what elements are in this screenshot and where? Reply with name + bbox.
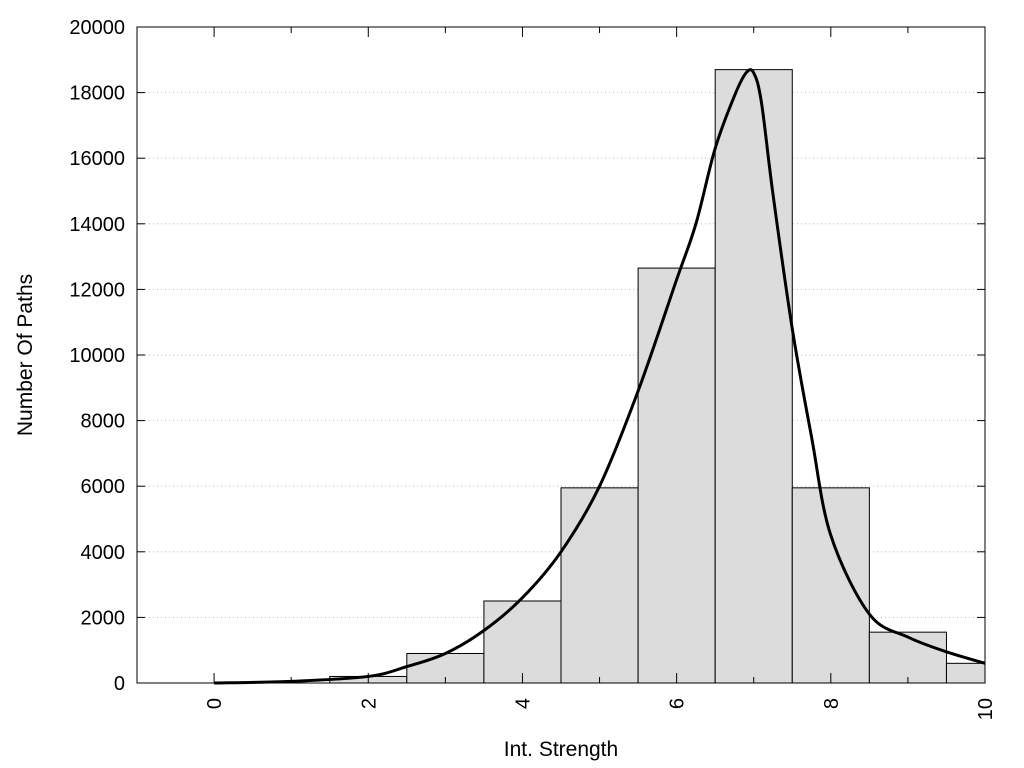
y-tick-label: 10000 <box>69 345 125 367</box>
x-tick-label: 2 <box>358 698 380 709</box>
y-tick-label: 14000 <box>69 214 125 236</box>
ticks <box>137 26 986 684</box>
bar <box>714 69 793 684</box>
y-axis-label: Number Of Paths <box>14 274 37 436</box>
y-tick-label: 18000 <box>69 83 125 105</box>
x-tick-labels: 0 2 4 6 8 10 <box>204 698 997 720</box>
bars <box>329 69 986 684</box>
y-tick-label: 0 <box>114 673 125 695</box>
bar <box>945 662 986 684</box>
y-tick-label: 4000 <box>81 542 126 564</box>
y-tick-label: 16000 <box>69 148 125 170</box>
y-tick-labels: 0 2000 4000 6000 8000 10000 12000 14000 16000 180… <box>69 17 125 695</box>
bar <box>560 487 639 684</box>
fit-curve <box>214 68 986 685</box>
x-tick-label: 4 <box>512 698 534 709</box>
x-tick-label: 10 <box>975 698 997 720</box>
bar <box>791 487 870 684</box>
x-axis-label: Int. Strength <box>504 738 618 761</box>
x-tick-label: 6 <box>667 698 689 709</box>
bar <box>637 267 716 684</box>
fit-curve-line <box>214 68 986 685</box>
y-tick-label: 6000 <box>81 476 126 498</box>
y-tick-label: 2000 <box>81 607 126 629</box>
x-tick-label: 0 <box>204 698 226 709</box>
bar <box>483 600 562 684</box>
y-tick-label: 8000 <box>81 411 126 433</box>
y-tick-label: 20000 <box>69 17 125 39</box>
x-tick-label: 8 <box>821 698 843 709</box>
bar <box>868 631 947 684</box>
y-tick-label: 12000 <box>69 279 125 301</box>
